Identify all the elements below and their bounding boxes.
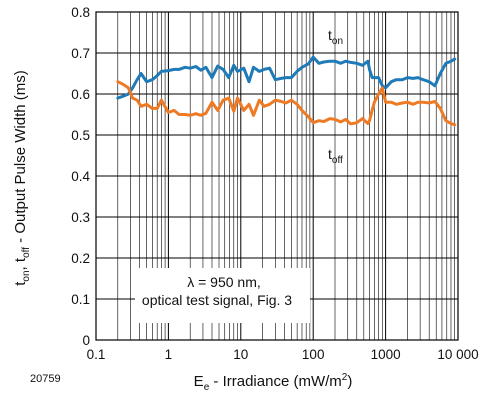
series-label-t-on-sub: on — [332, 36, 343, 47]
x-tick-label: 1 — [165, 347, 173, 362]
y-axis-label-p3: - Output Pulse Width (ms) — [12, 70, 29, 247]
y-tick-label: 0.4 — [71, 169, 90, 184]
series-label-t-on-main: t — [328, 27, 332, 43]
x-axis-label-main: E — [194, 373, 204, 390]
y-tick-label: 0.3 — [71, 210, 90, 225]
x-tick-label: 100 — [302, 347, 325, 362]
y-tick-label: 0 — [82, 333, 90, 348]
series-label-t-off-sub: off — [332, 155, 343, 166]
plot-frame — [95, 11, 459, 341]
y-axis-label: ton, toff - Output Pulse Width (ms) — [12, 70, 32, 285]
x-tick-label: 0.1 — [87, 347, 106, 362]
y-tick-label: 0.1 — [71, 292, 90, 307]
series-label-t-off: toff — [328, 146, 343, 166]
series-label-t-off-main: t — [328, 146, 332, 162]
figure-id: 20759 — [30, 373, 61, 385]
y-tick-label: 0.2 — [71, 251, 90, 266]
x-axis-label-sub: e — [204, 382, 210, 393]
y-axis-label-s1: on — [21, 270, 32, 281]
y-axis-label-p1: t — [12, 281, 29, 286]
series-line-t-on — [116, 55, 457, 100]
x-axis-label-rest: - Irradiance (mW/m — [209, 373, 342, 390]
y-tick-label: 0.8 — [71, 5, 90, 20]
series-layer — [116, 55, 457, 127]
y-tick-label: 0.6 — [71, 87, 90, 102]
y-axis-label-p2: , t — [12, 257, 29, 270]
x-tick-label: 1000 — [371, 347, 401, 362]
x-axis-label: Ee - Irradiance (mW/m2) — [194, 372, 353, 393]
y-axis-label-s2: off — [21, 247, 32, 258]
annotation-line-1: λ = 950 nm, — [187, 274, 261, 290]
annotation-line-2: optical test signal, Fig. 3 — [142, 292, 292, 308]
series-label-t-on: ton — [328, 27, 343, 47]
y-tick-label: 0.5 — [71, 128, 90, 143]
series-line-t-off — [116, 80, 457, 127]
y-tick-label: 0.7 — [71, 46, 90, 61]
x-tick-label: 10 — [233, 347, 248, 362]
x-axis-label-sup: 2 — [342, 372, 348, 383]
tick-labels: 0.1 1 10 100 1000 10 00000.10.20.30.40.50.60.… — [71, 5, 478, 362]
annotation-box — [135, 268, 310, 323]
x-axis-label-end: ) — [347, 373, 352, 390]
x-tick-label: 10 000 — [437, 347, 478, 362]
